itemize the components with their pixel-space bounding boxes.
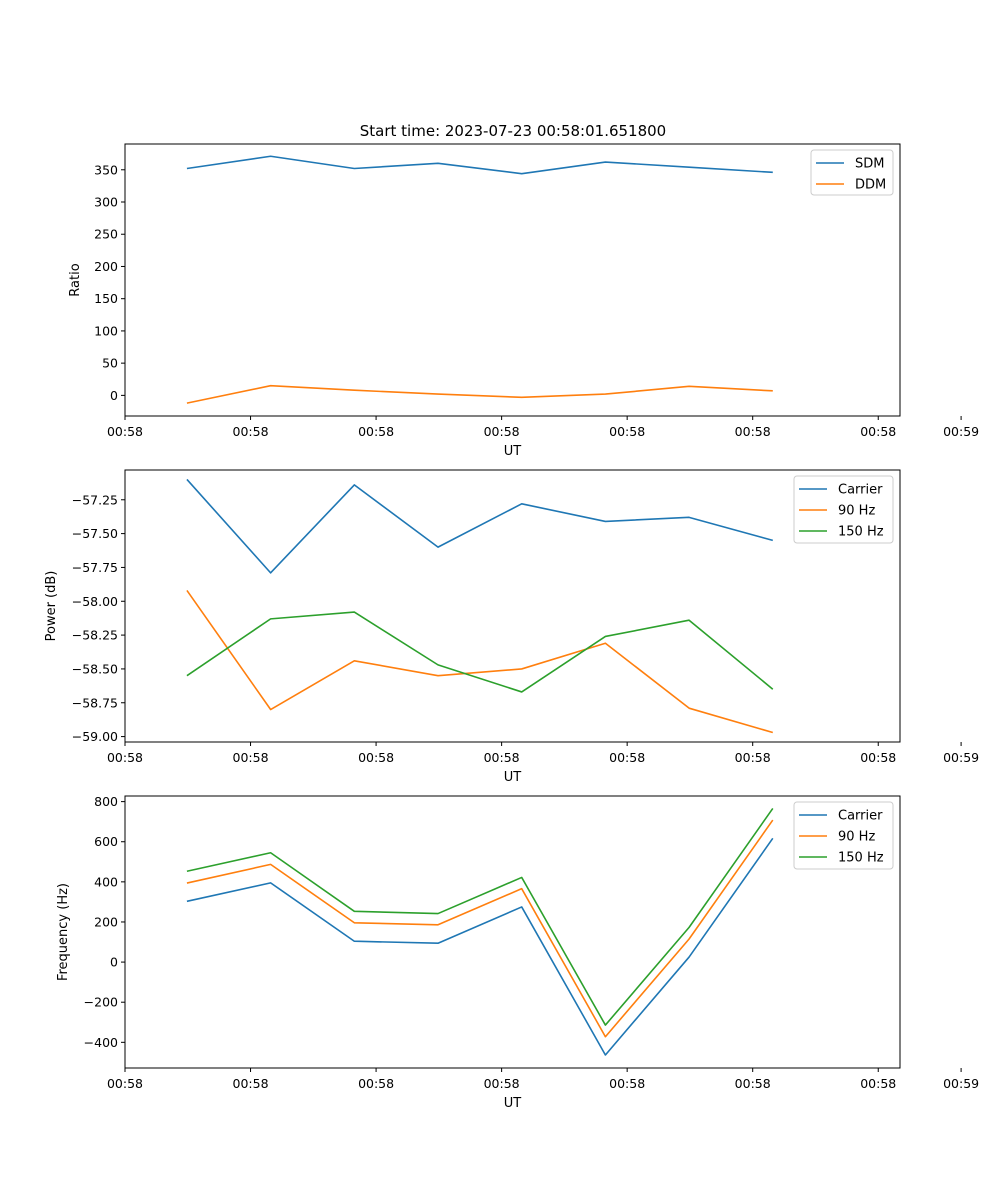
ratio-y-axis-label: Ratio <box>68 263 83 296</box>
frequency-y-axis-label: Frequency (Hz) <box>56 883 71 981</box>
power-y-tick-label: −58.00 <box>72 594 118 609</box>
ratio-panel: 0 50 100 150 200 250 300 350 00:58 00:58 00:58 00:5… <box>68 143 979 459</box>
frequency-y-tick-label: −200 <box>84 995 118 1010</box>
frequency-x-tick-label: 00:58 <box>484 1076 520 1091</box>
ratio-legend-label: DDM <box>855 178 886 193</box>
power-legend-label: 90 Hz <box>838 504 875 519</box>
power-legend-label: 150 Hz <box>838 525 884 540</box>
frequency-series-carrier-line <box>186 837 774 1056</box>
frequency-y-tick-label: 400 <box>94 874 118 889</box>
ratio-x-tick-label: 00:59 <box>943 424 979 439</box>
power-series-150-hz-line <box>186 611 774 693</box>
ratio-y-tick-label: 250 <box>94 227 118 242</box>
ratio-x-tick-label: 00:58 <box>609 424 645 439</box>
power-series-90-hz-line <box>186 589 774 734</box>
frequency-x-tick-label: 00:58 <box>609 1076 645 1091</box>
power-y-tick-label: −58.50 <box>72 661 118 676</box>
ratio-legend-label: SDM <box>855 157 884 172</box>
frequency-panel: −400 −200 0 200 400 600 800 00:58 00:58 00:58 00:5… <box>56 794 979 1111</box>
frequency-x-tick-label: 00:58 <box>233 1076 269 1091</box>
power-series-carrier-line <box>186 478 774 574</box>
frequency-y-tick-label: −400 <box>84 1035 118 1050</box>
power-legend-label: Carrier <box>838 483 883 498</box>
ratio-y-tick-label: 200 <box>94 259 118 274</box>
power-y-tick-label: −59.00 <box>72 729 118 744</box>
frequency-y-tick-label: 800 <box>94 794 118 809</box>
frequency-x-axis-label: UT <box>504 1096 522 1111</box>
frequency-legend: Carrier 90 Hz 150 Hz <box>793 801 894 870</box>
frequency-legend-frame <box>793 801 894 870</box>
power-x-tick-label: 00:58 <box>107 750 143 765</box>
frequency-x-tick-label: 00:58 <box>107 1076 143 1091</box>
panels: 0 50 100 150 200 250 300 350 00:58 00:58 00:58 00:5… <box>44 143 979 1111</box>
frequency-series-150-hz-line <box>186 807 774 1026</box>
frequency-legend-label: 90 Hz <box>838 830 875 845</box>
ratio-y-tick-label: 350 <box>94 162 118 177</box>
ratio-y-tick-label: 150 <box>94 291 118 306</box>
power-x-tick-label: 00:58 <box>358 750 394 765</box>
ratio-legend: SDM DDM <box>810 149 894 196</box>
frequency-x-tick-label: 00:58 <box>358 1076 394 1091</box>
ratio-series-ddm-line <box>186 384 773 404</box>
ratio-x-tick-label: 00:58 <box>484 424 520 439</box>
frequency-series-90-hz-line <box>186 819 774 1038</box>
power-x-tick-label: 00:58 <box>484 750 520 765</box>
power-y-axis-label: Power (dB) <box>44 571 59 642</box>
frequency-axes-frame <box>124 795 901 1069</box>
frequency-x-tick-label: 00:58 <box>860 1076 896 1091</box>
power-x-tick-label: 00:58 <box>735 750 771 765</box>
power-legend: Carrier 90 Hz 150 Hz <box>793 475 894 544</box>
power-y-tick-label: −58.75 <box>72 695 118 710</box>
frequency-legend-label: Carrier <box>838 809 883 824</box>
power-y-tick-label: −57.50 <box>72 526 118 541</box>
ratio-axes-frame <box>124 143 901 417</box>
ratio-y-tick-label: 50 <box>102 356 118 371</box>
power-panel: −59.00 −58.75 −58.50 −58.25 −58.00 −57.75 −57.… <box>44 469 979 785</box>
ratio-y-tick-label: 300 <box>94 195 118 210</box>
frequency-legend-label: 150 Hz <box>838 851 884 866</box>
power-y-tick-label: −57.75 <box>72 560 118 575</box>
ratio-x-tick-label: 00:58 <box>735 424 771 439</box>
power-x-tick-label: 00:58 <box>609 750 645 765</box>
frequency-y-tick-label: 600 <box>94 834 118 849</box>
ratio-x-tick-label: 00:58 <box>233 424 269 439</box>
ratio-x-tick-label: 00:58 <box>107 424 143 439</box>
power-x-tick-label: 00:58 <box>233 750 269 765</box>
frequency-x-tick-label: 00:58 <box>735 1076 771 1091</box>
frequency-y-tick-label: 0 <box>110 955 118 970</box>
power-y-tick-label: −58.25 <box>72 628 118 643</box>
frequency-y-tick-label: 200 <box>94 914 118 929</box>
power-axes-frame <box>124 469 901 743</box>
ratio-x-axis-label: UT <box>504 444 522 459</box>
ratio-y-tick-label: 100 <box>94 323 118 338</box>
ratio-x-tick-label: 00:58 <box>860 424 896 439</box>
power-x-tick-label: 00:59 <box>943 750 979 765</box>
figure-title: Start time: 2023-07-23 00:58:01.651800 <box>360 122 666 140</box>
ratio-series-sdm-line <box>186 155 773 175</box>
power-x-axis-label: UT <box>504 770 522 785</box>
ratio-x-tick-label: 00:58 <box>358 424 394 439</box>
power-y-tick-label: −57.25 <box>72 492 118 507</box>
power-legend-frame <box>793 475 894 544</box>
ratio-y-tick-label: 0 <box>110 388 118 403</box>
frequency-x-tick-label: 00:59 <box>943 1076 979 1091</box>
power-x-tick-label: 00:58 <box>860 750 896 765</box>
